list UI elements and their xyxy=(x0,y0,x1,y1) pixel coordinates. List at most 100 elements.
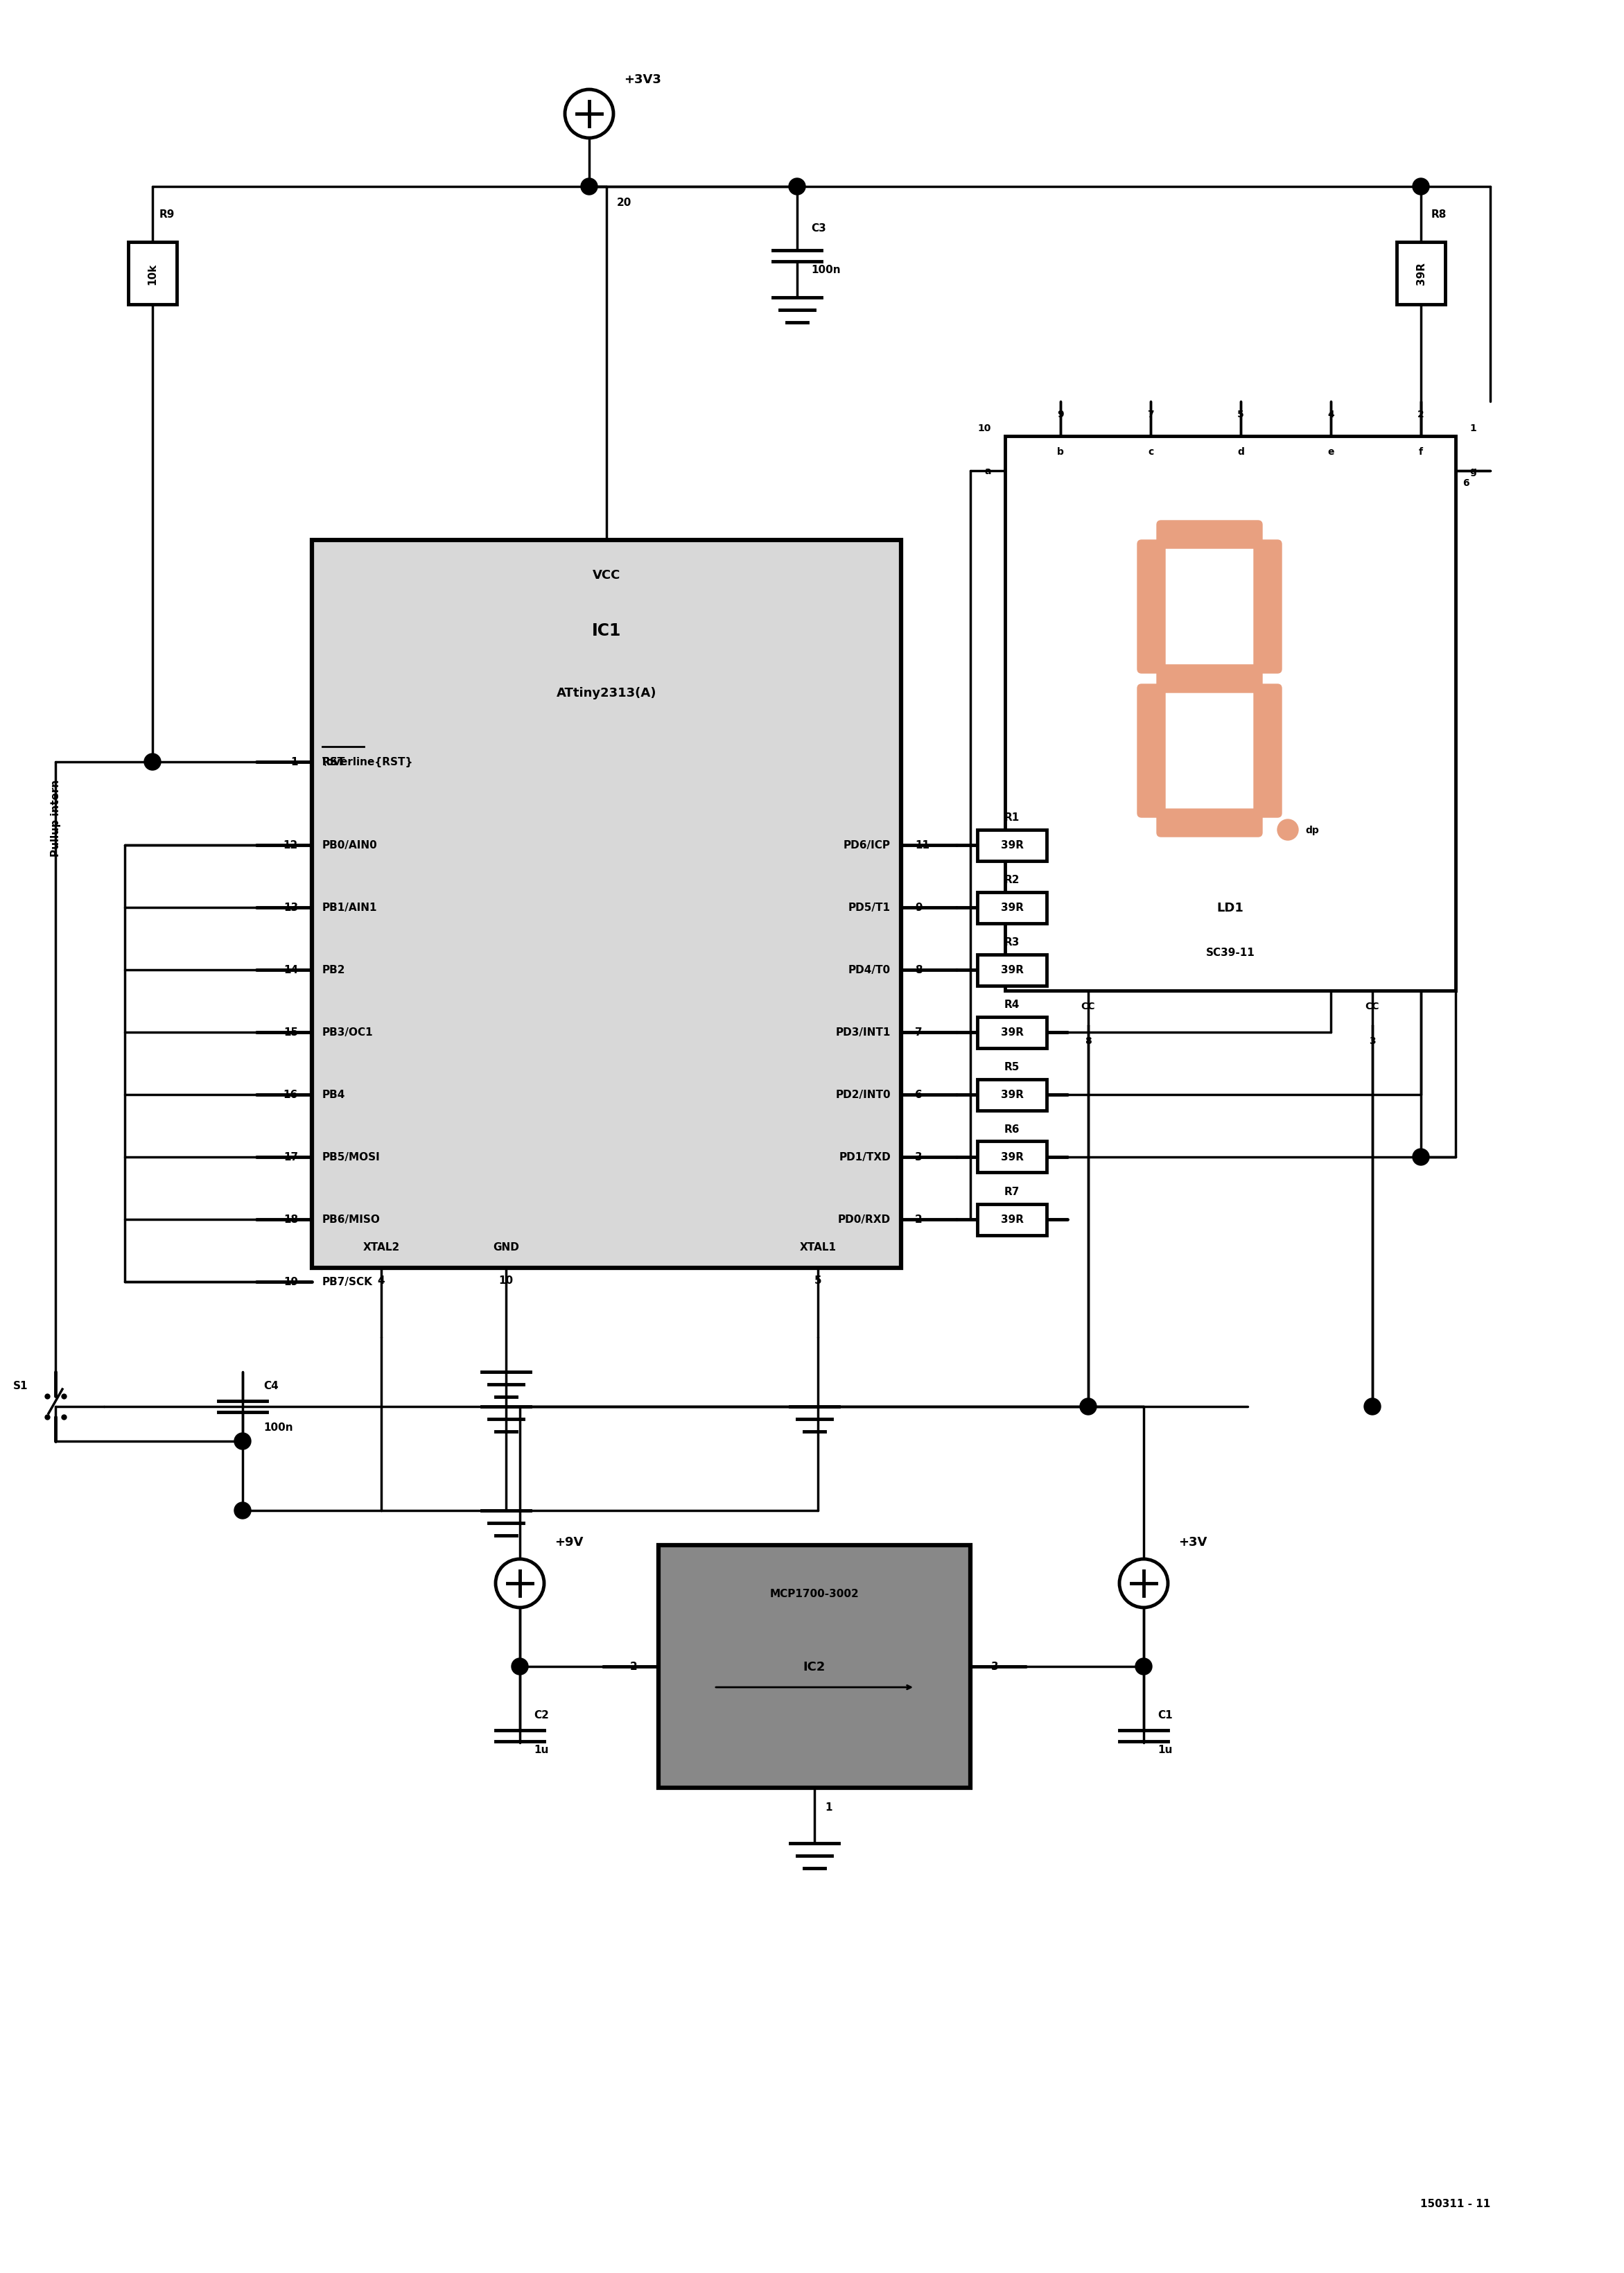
Text: RST: RST xyxy=(322,757,346,768)
Text: PD1/TXD: PD1/TXD xyxy=(840,1152,890,1162)
Text: 10k: 10k xyxy=(148,264,158,284)
FancyBboxPatch shape xyxy=(128,243,177,305)
Text: 6: 6 xyxy=(914,1089,922,1100)
FancyBboxPatch shape xyxy=(1254,541,1281,673)
Text: 39R: 39R xyxy=(1000,1027,1023,1039)
Text: 2: 2 xyxy=(1418,409,1424,418)
Text: R2: R2 xyxy=(1004,875,1020,884)
Text: 7: 7 xyxy=(1147,409,1155,418)
Circle shape xyxy=(1278,821,1298,841)
Text: PB0/AIN0: PB0/AIN0 xyxy=(322,841,378,850)
Text: 17: 17 xyxy=(284,1152,299,1162)
FancyBboxPatch shape xyxy=(1137,684,1164,818)
FancyBboxPatch shape xyxy=(658,1546,971,1789)
FancyBboxPatch shape xyxy=(1156,521,1262,548)
Text: 11: 11 xyxy=(914,841,929,850)
Text: VCC: VCC xyxy=(593,568,620,582)
Text: PB5/MOSI: PB5/MOSI xyxy=(322,1152,380,1162)
Text: RST: RST xyxy=(322,757,346,768)
Text: f: f xyxy=(1419,448,1423,457)
Circle shape xyxy=(1413,180,1429,195)
Text: b: b xyxy=(1057,448,1064,457)
Circle shape xyxy=(512,1659,528,1675)
Text: 15: 15 xyxy=(284,1027,299,1039)
Circle shape xyxy=(495,1559,544,1607)
Text: PD3/INT1: PD3/INT1 xyxy=(836,1027,890,1039)
Text: g: g xyxy=(1470,466,1476,475)
Text: dp: dp xyxy=(1306,825,1319,834)
Circle shape xyxy=(234,1502,252,1518)
Text: XTAL1: XTAL1 xyxy=(799,1241,836,1252)
Text: ATtiny2313(A): ATtiny2313(A) xyxy=(557,686,656,700)
Text: +3V3: +3V3 xyxy=(624,73,661,86)
Text: R1: R1 xyxy=(1004,811,1020,823)
Text: S1: S1 xyxy=(13,1380,28,1391)
Text: PD6/ICP: PD6/ICP xyxy=(843,841,890,850)
Text: 1u: 1u xyxy=(1158,1746,1173,1755)
Text: 8: 8 xyxy=(1085,1036,1091,1046)
Text: MCP1700-3002: MCP1700-3002 xyxy=(770,1589,859,1600)
Circle shape xyxy=(581,180,598,195)
Text: +9V: +9V xyxy=(554,1537,583,1548)
Text: 1u: 1u xyxy=(534,1746,549,1755)
FancyBboxPatch shape xyxy=(1254,684,1281,818)
FancyBboxPatch shape xyxy=(1137,541,1164,673)
Circle shape xyxy=(1364,1398,1380,1416)
Text: XTAL2: XTAL2 xyxy=(362,1241,400,1252)
FancyBboxPatch shape xyxy=(312,541,901,1268)
Text: R3: R3 xyxy=(1004,936,1020,948)
Text: R6: R6 xyxy=(1004,1125,1020,1134)
Text: +3V: +3V xyxy=(1179,1537,1207,1548)
Circle shape xyxy=(1135,1659,1151,1675)
Text: 39R: 39R xyxy=(1000,902,1023,914)
Text: R9: R9 xyxy=(159,209,175,220)
Text: 39R: 39R xyxy=(1000,1089,1023,1100)
Text: 39R: 39R xyxy=(1416,261,1426,284)
Text: 100n: 100n xyxy=(263,1423,292,1432)
Text: 3: 3 xyxy=(914,1152,922,1162)
FancyBboxPatch shape xyxy=(978,1205,1046,1234)
Text: d: d xyxy=(1237,448,1244,457)
Text: 4: 4 xyxy=(377,1275,385,1287)
Text: C4: C4 xyxy=(263,1380,278,1391)
Circle shape xyxy=(145,755,161,771)
Text: PD4/T0: PD4/T0 xyxy=(848,966,890,975)
Text: R4: R4 xyxy=(1004,1000,1020,1009)
Text: CC: CC xyxy=(1366,1002,1379,1011)
Text: PB2: PB2 xyxy=(322,966,346,975)
FancyBboxPatch shape xyxy=(978,1141,1046,1173)
Text: 16: 16 xyxy=(283,1089,299,1100)
Text: 20: 20 xyxy=(617,198,632,207)
FancyBboxPatch shape xyxy=(1156,666,1262,693)
Text: 1: 1 xyxy=(1470,423,1476,434)
Text: e: e xyxy=(1327,448,1333,457)
Text: 8: 8 xyxy=(914,966,922,975)
Text: PB3/OC1: PB3/OC1 xyxy=(322,1027,374,1039)
Text: 2: 2 xyxy=(630,1662,638,1673)
Text: 9: 9 xyxy=(1057,409,1064,418)
Text: PB7/SCK: PB7/SCK xyxy=(322,1277,374,1287)
Text: PD2/INT0: PD2/INT0 xyxy=(835,1089,890,1100)
Text: R5: R5 xyxy=(1004,1061,1020,1073)
Text: c: c xyxy=(1148,448,1153,457)
Text: LD1: LD1 xyxy=(1216,902,1244,914)
Text: PB1/AIN1: PB1/AIN1 xyxy=(322,902,377,914)
FancyBboxPatch shape xyxy=(978,1016,1046,1048)
Text: a: a xyxy=(984,466,991,475)
Text: 2: 2 xyxy=(914,1214,922,1225)
Text: 39R: 39R xyxy=(1000,1152,1023,1162)
FancyBboxPatch shape xyxy=(978,830,1046,861)
Text: 19: 19 xyxy=(284,1277,299,1287)
Text: SC39-11: SC39-11 xyxy=(1205,948,1255,957)
Text: 10: 10 xyxy=(978,423,991,434)
Text: 14: 14 xyxy=(284,966,299,975)
Circle shape xyxy=(565,91,614,139)
Text: C2: C2 xyxy=(534,1709,549,1721)
Text: PD0/RXD: PD0/RXD xyxy=(838,1214,890,1225)
Text: 13: 13 xyxy=(284,902,299,914)
Text: IC2: IC2 xyxy=(804,1659,825,1673)
Text: 6: 6 xyxy=(1463,477,1470,489)
Text: 1: 1 xyxy=(825,1802,831,1812)
FancyBboxPatch shape xyxy=(1397,243,1445,305)
Text: 5: 5 xyxy=(1237,409,1244,418)
